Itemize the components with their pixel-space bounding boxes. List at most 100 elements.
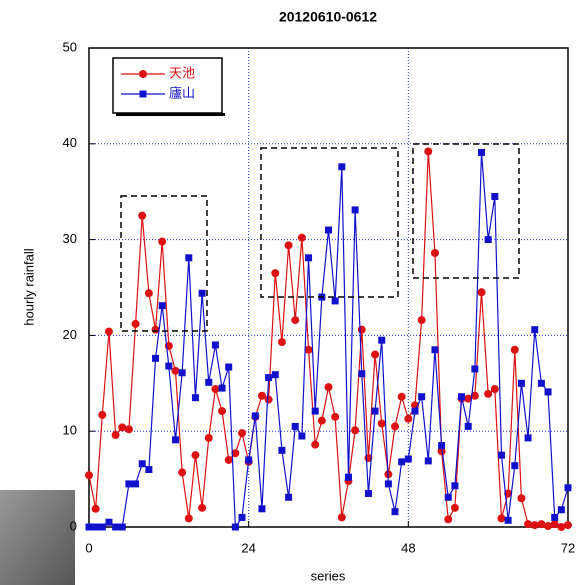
marker bbox=[311, 441, 319, 449]
marker bbox=[159, 302, 166, 309]
marker bbox=[179, 369, 186, 376]
marker bbox=[205, 379, 212, 386]
marker bbox=[185, 254, 192, 261]
marker bbox=[178, 468, 186, 476]
y-tick-label: 0 bbox=[70, 518, 77, 533]
marker bbox=[371, 351, 379, 359]
marker bbox=[351, 426, 359, 434]
marker bbox=[252, 412, 259, 419]
marker bbox=[199, 290, 206, 297]
marker bbox=[305, 254, 312, 261]
marker bbox=[165, 363, 172, 370]
marker bbox=[517, 494, 525, 502]
x-tick-label: 72 bbox=[561, 540, 575, 555]
marker bbox=[451, 504, 459, 512]
marker bbox=[219, 385, 226, 392]
marker bbox=[445, 494, 452, 501]
marker bbox=[352, 206, 359, 213]
x-axis-label: series bbox=[311, 568, 346, 583]
marker bbox=[158, 238, 166, 246]
marker bbox=[318, 417, 326, 425]
marker bbox=[205, 434, 213, 442]
marker bbox=[538, 380, 545, 387]
marker bbox=[545, 388, 552, 395]
legend-box bbox=[113, 58, 222, 113]
marker bbox=[298, 234, 306, 242]
x-tick-label: 48 bbox=[401, 540, 415, 555]
marker bbox=[145, 466, 152, 473]
legend-marker bbox=[140, 91, 147, 98]
marker bbox=[511, 462, 518, 469]
marker bbox=[271, 269, 279, 277]
y-tick-label: 50 bbox=[63, 39, 77, 54]
marker bbox=[385, 480, 392, 487]
marker bbox=[564, 521, 572, 529]
marker bbox=[192, 394, 199, 401]
series-line bbox=[89, 152, 568, 527]
marker bbox=[398, 458, 405, 465]
marker bbox=[378, 337, 385, 344]
marker bbox=[325, 383, 333, 391]
chart-title: 20120610-0612 bbox=[279, 9, 377, 25]
marker bbox=[378, 420, 386, 428]
marker bbox=[245, 456, 252, 463]
marker bbox=[505, 517, 512, 524]
legend-label: 天池 bbox=[169, 65, 195, 80]
marker bbox=[239, 514, 246, 521]
marker bbox=[372, 408, 379, 415]
marker bbox=[112, 524, 119, 531]
marker bbox=[145, 289, 153, 297]
marker bbox=[558, 506, 565, 513]
marker bbox=[471, 365, 478, 372]
marker bbox=[185, 514, 193, 522]
marker bbox=[86, 524, 93, 531]
marker bbox=[125, 480, 132, 487]
marker bbox=[139, 460, 146, 467]
marker bbox=[392, 508, 399, 515]
marker bbox=[565, 484, 572, 491]
legend: 天池廬山 bbox=[113, 58, 225, 116]
marker bbox=[232, 524, 239, 531]
marker bbox=[278, 447, 285, 454]
marker bbox=[98, 411, 106, 419]
legend-marker bbox=[139, 70, 147, 78]
marker bbox=[198, 504, 206, 512]
marker bbox=[511, 346, 519, 354]
marker bbox=[138, 212, 146, 220]
marker bbox=[391, 422, 399, 430]
marker bbox=[418, 316, 426, 324]
y-tick-label: 30 bbox=[63, 231, 77, 246]
marker bbox=[424, 147, 432, 155]
marker bbox=[285, 494, 292, 501]
marker bbox=[132, 320, 140, 328]
marker bbox=[292, 423, 299, 430]
marker bbox=[411, 408, 418, 415]
y-tick-label: 10 bbox=[63, 423, 77, 438]
marker bbox=[398, 393, 406, 401]
marker bbox=[272, 371, 279, 378]
marker bbox=[345, 474, 352, 481]
marker bbox=[225, 364, 232, 371]
marker bbox=[358, 370, 365, 377]
x-tick-label: 24 bbox=[241, 540, 255, 555]
corner-blob bbox=[0, 490, 75, 585]
marker bbox=[291, 316, 299, 324]
marker bbox=[112, 431, 120, 439]
marker bbox=[518, 380, 525, 387]
marker bbox=[332, 297, 339, 304]
chart: 20120610-0612 series hourly rainfall 010… bbox=[0, 0, 586, 585]
marker bbox=[312, 408, 319, 415]
highlight-box bbox=[261, 148, 398, 297]
highlight-boxes bbox=[121, 144, 519, 331]
marker bbox=[444, 515, 452, 523]
y-tick-label: 40 bbox=[63, 135, 77, 150]
marker bbox=[438, 442, 445, 449]
marker bbox=[119, 524, 126, 531]
x-tick-label: 0 bbox=[85, 540, 92, 555]
marker bbox=[551, 514, 558, 521]
marker bbox=[478, 288, 486, 296]
marker bbox=[525, 434, 532, 441]
marker bbox=[125, 425, 133, 433]
marker bbox=[418, 393, 425, 400]
marker bbox=[132, 480, 139, 487]
